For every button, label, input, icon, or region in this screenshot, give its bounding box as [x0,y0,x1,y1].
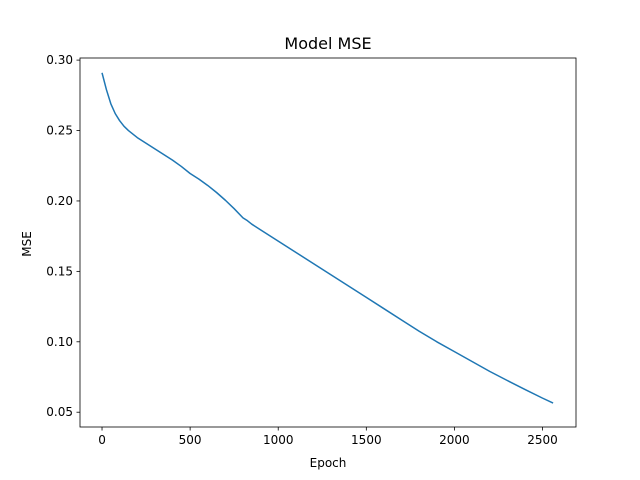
x-tick-label: 1500 [351,433,382,447]
x-axis-label: Epoch [310,456,347,470]
x-tick-label: 0 [98,433,106,447]
x-tick-label: 2000 [439,433,470,447]
plot-frame [79,57,577,428]
y-tick-label: 0.05 [46,405,73,419]
x-axis: 0 500 1000 1500 2000 2500 [98,427,558,447]
y-tick-label: 0.30 [46,53,73,67]
chart-title: Model MSE [284,34,371,53]
x-tick-label: 2500 [527,433,558,447]
y-axis-label: MSE [20,231,34,257]
y-axis: 0.05 0.10 0.15 0.20 0.25 0.30 [46,53,80,419]
series-line-0 [101,72,554,404]
x-tick-label: 1000 [263,433,294,447]
y-tick-label: 0.15 [46,264,73,278]
plot-area [101,72,554,404]
y-tick-label: 0.25 [46,124,73,138]
y-tick-label: 0.20 [46,194,73,208]
x-tick-label: 500 [179,433,202,447]
y-tick-label: 0.10 [46,335,73,349]
